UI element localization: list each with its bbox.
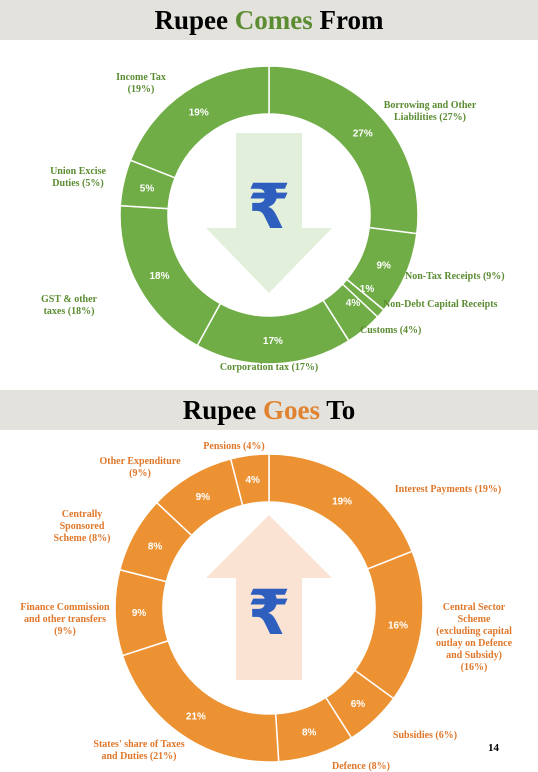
slice-percent-label: 1% (360, 284, 375, 295)
donut-slice-comes-4 (196, 299, 350, 365)
title-banner-comes: Rupee Comes From (0, 0, 538, 40)
slice-percent-label: 9% (196, 492, 211, 503)
slice-category-label: Other Expenditure (9%) (99, 456, 181, 479)
slice-percent-label: 19% (332, 496, 352, 507)
slice-category-label: Income Tax (19%) (116, 72, 166, 95)
title-part-2: Comes (234, 5, 313, 35)
rupee-down-arrow-icon: ₹ (206, 133, 332, 293)
slice-category-label: Finance Commission and other transfers (9%… (20, 602, 110, 637)
title-part-2: Goes (262, 395, 320, 425)
slice-percent-label: 6% (351, 699, 366, 710)
rupee-up-arrow-icon: ₹ (206, 515, 332, 680)
page-number: 14 (488, 742, 499, 754)
svg-text:₹: ₹ (247, 170, 290, 243)
title-banner-goes: Rupee Goes To (0, 390, 538, 430)
slice-percent-label: 9% (376, 261, 391, 272)
slice-category-label: States' share of Taxes and Duties (21%) (93, 739, 184, 762)
slice-category-label: Corporation tax (17%) (220, 362, 318, 373)
slice-percent-label: 5% (140, 184, 155, 195)
slice-category-label: Subsidies (6%) (393, 730, 457, 741)
slice-percent-label: 8% (302, 728, 317, 739)
slice-percent-label: 8% (148, 541, 163, 552)
slice-category-label: Interest Payments (19%) (395, 484, 501, 495)
slice-category-label: Customs (4%) (360, 325, 421, 336)
slice-percent-label: 19% (189, 108, 209, 119)
slice-category-label: GST & other taxes (18%) (41, 294, 97, 317)
slice-category-label: Borrowing and Other Liabilities (27%) (384, 100, 477, 123)
svg-text:₹: ₹ (247, 576, 290, 649)
slice-percent-label: 18% (149, 271, 169, 282)
slice-percent-label: 4% (346, 298, 361, 309)
slice-percent-label: 27% (353, 128, 373, 139)
slice-category-label: Defence (8%) (332, 761, 390, 772)
slice-category-label: Non-Debt Capital Receipts (383, 299, 498, 310)
slice-category-label: Central Sector Scheme (excluding capital ou… (436, 602, 513, 673)
slice-percent-label: 21% (186, 712, 206, 723)
slice-percent-label: 16% (388, 620, 408, 631)
donut-slice-comes-7 (129, 65, 270, 179)
slice-percent-label: 17% (263, 336, 283, 347)
slice-category-label: Union Excise Duties (5%) (50, 166, 106, 189)
title-part-1: Rupee (182, 395, 263, 425)
donut-slice-goes-8 (229, 453, 270, 507)
slice-category-label: Centrally Sponsored Scheme (8%) (54, 509, 111, 544)
donut-slice-comes-5 (119, 204, 222, 347)
slice-percent-label: 4% (245, 475, 260, 486)
slice-category-label: Non-Tax Receipts (9%) (405, 271, 505, 282)
slice-percent-label: 9% (132, 608, 147, 619)
title-part-1: Rupee (154, 5, 235, 35)
title-part-3: To (319, 395, 356, 425)
title-part-3: From (312, 5, 384, 35)
slice-category-label: Pensions (4%) (203, 441, 264, 452)
